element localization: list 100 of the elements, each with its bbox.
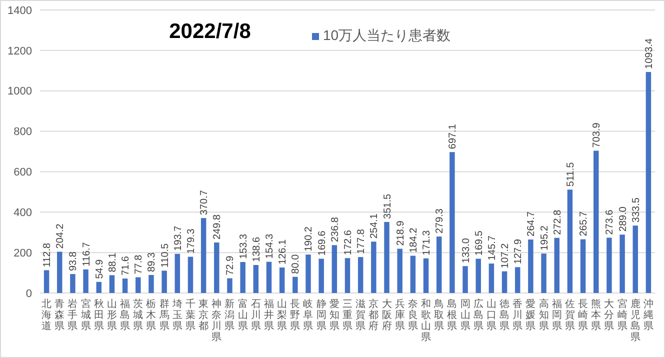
data-label: 133.0	[460, 238, 472, 264]
bar	[122, 278, 128, 293]
x-tick-label: 静岡県	[316, 298, 326, 332]
bar	[358, 257, 364, 293]
bar	[148, 274, 154, 293]
x-tick-label: 山口県	[486, 298, 496, 332]
x-tick-label: 鹿児島県	[630, 298, 640, 343]
x-tick-label: 京都府	[368, 298, 379, 332]
data-label: 89.3	[146, 252, 158, 272]
data-label: 279.3	[434, 208, 446, 234]
bar	[96, 282, 102, 293]
bar	[541, 254, 546, 293]
data-label: 93.8	[68, 251, 80, 272]
data-label: 273.6	[604, 209, 616, 235]
data-label: 88.1	[107, 252, 118, 272]
data-label: 184.2	[408, 227, 420, 253]
bar	[344, 258, 350, 293]
data-label: 703.9	[592, 122, 603, 148]
x-tick-label: 富山県	[238, 298, 248, 332]
x-tick-label: 北海道	[42, 298, 52, 332]
x-tick-label: 宮崎県	[617, 298, 628, 332]
bar	[436, 236, 442, 293]
y-tick-label: 1200	[8, 45, 32, 58]
x-tick-label: 長野県	[290, 299, 300, 332]
text: 2022/7/8	[169, 20, 252, 43]
bar	[410, 256, 416, 293]
x-tick-label: 愛媛県	[526, 298, 536, 332]
bar	[253, 264, 259, 293]
bar	[44, 270, 50, 293]
y-tick-label: 800	[14, 126, 32, 138]
data-label: 193.7	[172, 225, 184, 251]
bar	[162, 270, 167, 293]
x-tick-label: 島根県	[447, 298, 458, 332]
data-label: 126.1	[278, 239, 289, 265]
data-label: 110.5	[160, 242, 171, 268]
bar	[70, 274, 76, 293]
bar	[292, 276, 298, 293]
data-label: 107.2	[500, 242, 512, 268]
data-label: 154.3	[264, 233, 276, 259]
bar	[136, 277, 141, 293]
x-tick-label: 奈良県	[408, 299, 418, 332]
bar	[318, 258, 324, 293]
data-label: 264.7	[526, 211, 538, 236]
data-label: 112.8	[42, 242, 54, 268]
data-label: 116.7	[81, 242, 92, 266]
bar	[554, 238, 560, 293]
bar	[514, 267, 520, 293]
data-label: 265.7	[578, 210, 590, 236]
bar	[200, 218, 206, 293]
y-tick-label: 400	[14, 206, 32, 219]
x-tick-label: 新潟県	[224, 298, 235, 332]
x-tick-label: 長崎県	[578, 299, 588, 332]
data-label: 218.9	[395, 220, 406, 246]
bar	[397, 248, 402, 293]
x-tick-label: 和歌山県	[421, 298, 432, 343]
x-tick-label: 栃木県	[146, 298, 156, 332]
data-label: 697.1	[448, 124, 459, 150]
data-label: 71.6	[120, 256, 132, 276]
bar	[174, 254, 180, 293]
x-tick-label: 福島県	[120, 298, 130, 332]
bar	[371, 242, 376, 293]
x-tick-label: 三重県	[342, 299, 352, 332]
x-tick-label: 神奈川県	[212, 298, 222, 343]
data-label: 289.0	[618, 206, 629, 232]
x-tick-label: 東京都	[198, 298, 209, 332]
bar	[632, 226, 638, 293]
bar	[567, 190, 573, 293]
bar	[214, 242, 220, 293]
bar	[450, 152, 455, 293]
x-tick-label: 愛知県	[329, 298, 340, 332]
y-tick-label: 0	[26, 288, 32, 300]
x-tick-label: 兵庫県	[394, 298, 405, 332]
x-tick-label: 鳥取県	[433, 298, 444, 332]
x-tick-label: 大阪府	[382, 298, 392, 332]
bar	[227, 278, 232, 293]
data-label: 169.6	[316, 230, 328, 256]
data-label: 370.7	[199, 190, 210, 216]
data-label: 254.1	[369, 213, 380, 239]
x-tick-label: 大分県	[604, 298, 614, 332]
data-label: 333.5	[630, 197, 642, 223]
x-tick-label: 高知県	[538, 298, 549, 332]
data-label: 351.5	[382, 193, 394, 219]
bar	[240, 262, 246, 293]
data-label: 272.8	[552, 209, 564, 235]
x-tick-label: 秋田県	[94, 298, 104, 332]
y-tick-label: 600	[14, 166, 32, 179]
data-label: 77.8	[134, 254, 145, 274]
data-label: 138.6	[251, 236, 262, 262]
bar	[594, 150, 599, 293]
data-label: 153.3	[238, 234, 250, 260]
bar	[580, 239, 586, 293]
x-tick-label: 福井県	[264, 298, 274, 332]
x-tick-label: 岡山県	[460, 299, 470, 332]
y-tick-label: 1000	[8, 86, 32, 98]
bar	[109, 275, 115, 293]
bar	[620, 234, 625, 293]
data-label: 72.9	[225, 255, 236, 276]
data-label: 169.5	[474, 230, 485, 256]
y-tick-label: 200	[14, 247, 32, 260]
x-tick-label: 群馬県	[158, 298, 170, 332]
